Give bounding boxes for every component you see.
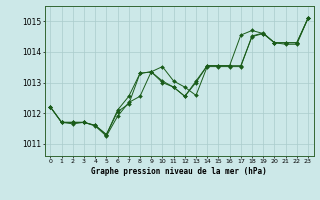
X-axis label: Graphe pression niveau de la mer (hPa): Graphe pression niveau de la mer (hPa) — [91, 167, 267, 176]
